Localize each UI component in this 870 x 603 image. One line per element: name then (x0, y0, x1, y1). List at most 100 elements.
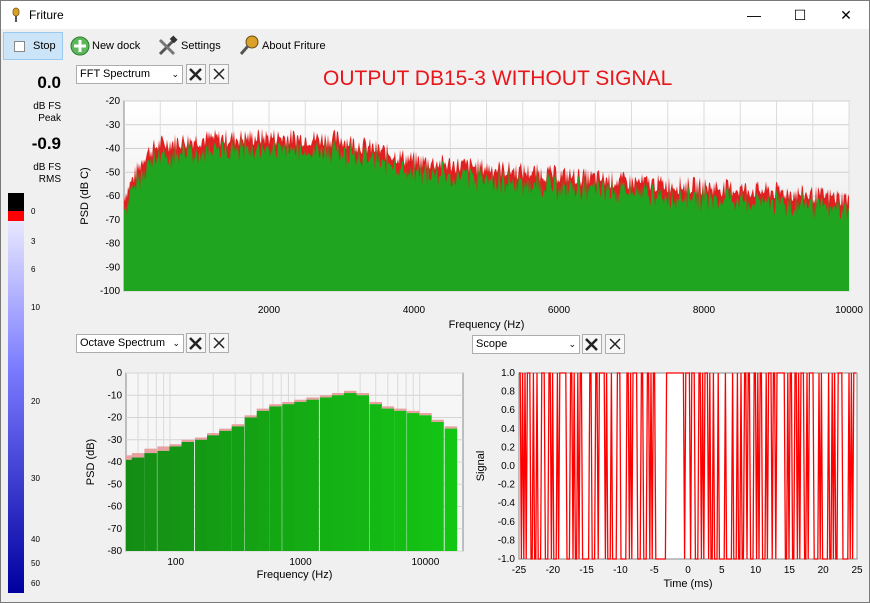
scope-xtick-label: -5 (650, 565, 659, 576)
octave-ytick-label: -40 (108, 457, 123, 468)
octave-bar (181, 441, 195, 551)
octave-bar (157, 450, 170, 551)
octave-peak-bar (407, 410, 420, 414)
stop-button[interactable]: Stop (3, 32, 63, 60)
scope-trace (519, 372, 857, 560)
chevron-down-icon: ⌄ (568, 339, 576, 349)
octave-xlabel: Frequency (Hz) (257, 569, 333, 581)
scope-ytick-label: 0.6 (501, 405, 515, 416)
microphone-icon (12, 7, 20, 22)
fft-ytick-label: -40 (106, 144, 121, 155)
octave-peak-bar (343, 390, 357, 394)
scope-ytick-label: 0.4 (501, 424, 515, 435)
fft-ytick-label: -90 (106, 262, 121, 273)
scope-ytick-label: 0.8 (501, 387, 515, 398)
peak-unit: dB FS (33, 101, 61, 112)
meter-tick-label: 20 (31, 397, 40, 406)
octave-widget-select[interactable]: Octave Spectrum ⌄ (76, 334, 184, 353)
octave-bar (294, 401, 307, 551)
octave-peak-bar (394, 408, 407, 411)
octave-peak-bar (356, 393, 370, 396)
scope-xlabel: Time (ms) (663, 578, 712, 590)
scope-settings-button[interactable] (582, 334, 602, 354)
title-bar: Friture — ☐ ✕ (1, 1, 869, 29)
scope-ytick-label: 1.0 (501, 368, 515, 379)
octave-bar (306, 399, 319, 551)
octave-peak-bar (169, 444, 182, 447)
meter-tick-label: 0 (31, 207, 36, 216)
octave-peak-bar (444, 426, 458, 429)
fft-ytick-label: -60 (106, 191, 121, 202)
octave-ytick-label: -70 (108, 524, 123, 535)
new-dock-button[interactable]: New dock (66, 32, 144, 60)
octave-peak-bar (231, 424, 245, 427)
fft-spectrum-chart: -20 -30 -40 -50 -60 -70 -80 -90 -100 2000 4000 6000… (79, 96, 863, 331)
octave-settings-button[interactable] (186, 333, 206, 353)
level-meter-bar (8, 221, 24, 593)
scope-ytick-label: 0.0 (501, 461, 515, 472)
fft-xtick-label: 2000 (258, 305, 281, 316)
rms-value: -0.9 (31, 134, 61, 153)
octave-bar (394, 410, 407, 551)
meter-tick-label: 10 (31, 303, 40, 312)
scope-xtick-label: -20 (546, 565, 561, 576)
annotation-text: OUTPUT DB15-3 WITHOUT SIGNAL (323, 67, 673, 90)
octave-close-button[interactable] (209, 333, 229, 353)
octave-bar (131, 457, 145, 551)
octave-peak-bar (282, 401, 295, 405)
octave-ytick-label: -80 (108, 546, 123, 557)
close-button[interactable]: ✕ (840, 7, 852, 23)
fft-settings-button[interactable] (186, 64, 206, 84)
scope-widget-select[interactable]: Scope ⌄ (472, 335, 580, 354)
settings-label: Settings (181, 40, 221, 52)
scope-xtick-label: -15 (579, 565, 594, 576)
octave-bar (407, 413, 420, 551)
octave-peak-bar (126, 455, 133, 460)
tools-icon (158, 35, 178, 56)
about-button[interactable]: About Friture (234, 32, 330, 60)
close-icon (609, 338, 621, 350)
octave-peak-bar (369, 401, 382, 405)
clip-bar (8, 211, 24, 221)
plus-icon (70, 36, 90, 56)
maximize-button[interactable]: ☐ (793, 7, 807, 23)
scope-xtick-label: -10 (613, 565, 628, 576)
scope-xtick-label: 15 (784, 565, 796, 576)
octave-ytick-label: 0 (116, 368, 122, 379)
octave-bar (207, 435, 220, 551)
scope-close-button[interactable] (605, 334, 625, 354)
octave-xtick-label: 10000 (412, 557, 440, 568)
octave-bar (194, 439, 208, 551)
octave-ytick-label: -50 (108, 479, 123, 490)
scope-ytick-label: -0.8 (498, 535, 516, 546)
window-title: Friture (29, 8, 64, 22)
fft-close-button[interactable] (209, 64, 229, 84)
octave-peak-bar (144, 448, 157, 454)
scope-ytick-label: 0.2 (501, 442, 515, 453)
octave-bar (126, 459, 133, 551)
fft-xlabel: Frequency (Hz) (449, 319, 525, 331)
octave-peak-bar (269, 404, 282, 407)
octave-peak-bar (194, 437, 208, 440)
chevron-down-icon: ⌄ (171, 69, 179, 79)
fft-xtick-label: 8000 (693, 305, 716, 316)
scope-xtick-label: 10 (750, 565, 762, 576)
fft-widget-select[interactable]: FFT Spectrum ⌄ (76, 65, 183, 84)
fft-xtick-label: 6000 (548, 305, 571, 316)
close-icon (213, 337, 225, 349)
close-icon (213, 68, 225, 80)
octave-peak-bar (244, 415, 258, 418)
octave-bar (282, 404, 295, 551)
scope-ytick-label: -0.6 (498, 517, 516, 528)
peak-label: Peak (38, 113, 61, 124)
octave-peak-bar (157, 446, 170, 451)
scope-ytick-label: -0.4 (498, 498, 516, 509)
meter-tick-label: 50 (31, 559, 40, 568)
meter-tick-label: 30 (31, 474, 40, 483)
scope-xtick-label: 5 (719, 565, 725, 576)
octave-peak-bar (431, 419, 444, 422)
minimize-button[interactable]: — (747, 7, 761, 23)
octave-bar (219, 430, 232, 551)
settings-button[interactable]: Settings (153, 32, 225, 60)
octave-ytick-label: -10 (108, 390, 123, 401)
